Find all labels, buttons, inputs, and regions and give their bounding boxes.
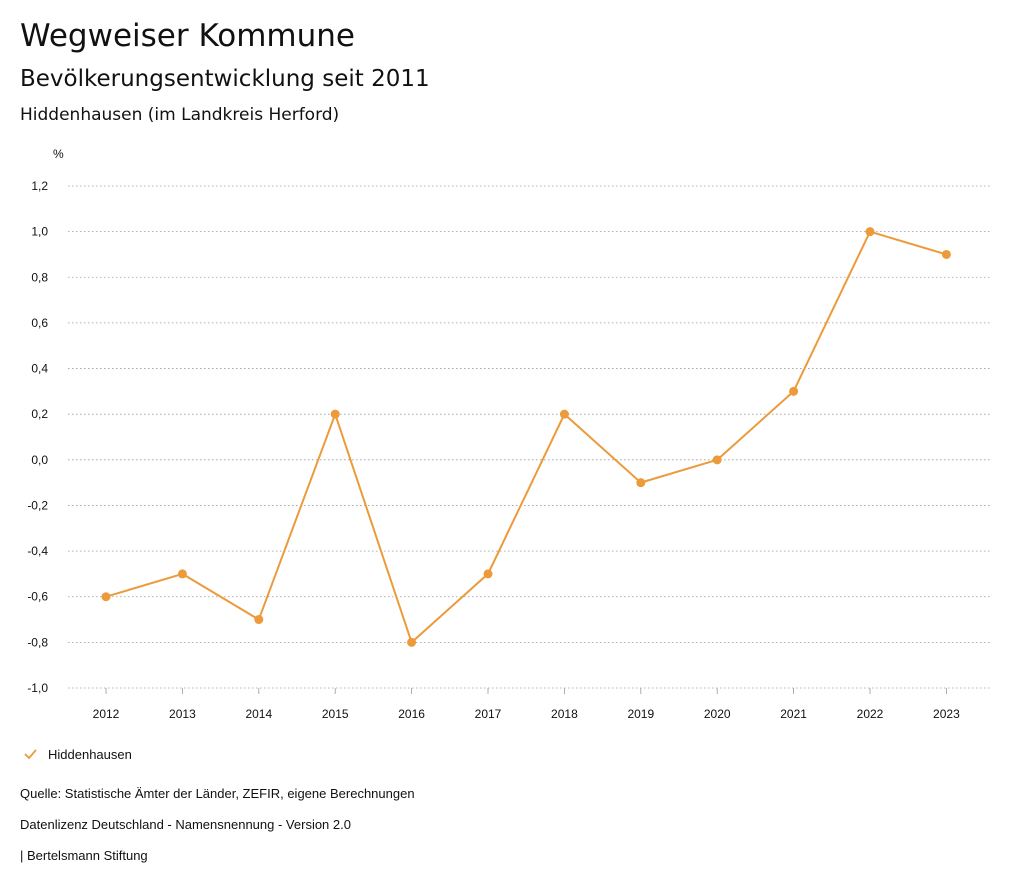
y-axis-unit: % — [53, 147, 64, 161]
x-axis-ticks: 2012 2013 2014 2015 2016 2017 2018 2019 2020 2021… — [93, 688, 960, 721]
y-tick-label: -0,4 — [27, 544, 48, 558]
y-axis-ticks: -1,0 -0,8 -0,6 -0,4 -0,2 0,0 0,2 0,4 0,6 0,8 1,0 1,… — [27, 179, 48, 695]
publisher-note: | Bertelsmann Stiftung — [20, 848, 148, 863]
x-tick-label: 2023 — [933, 707, 960, 721]
x-tick-label: 2012 — [93, 707, 120, 721]
source-note: Quelle: Statistische Ämter der Länder, Z… — [20, 786, 415, 801]
data-point[interactable] — [254, 615, 264, 625]
x-tick-label: 2021 — [780, 707, 807, 721]
x-tick-label: 2013 — [169, 707, 196, 721]
y-tick-label: 0,8 — [31, 270, 48, 284]
license-note: Datenlizenz Deutschland - Namensnennung … — [20, 817, 351, 832]
y-tick-label: 1,0 — [31, 225, 48, 239]
y-tick-label: -0,6 — [27, 590, 48, 604]
data-point[interactable] — [559, 409, 569, 419]
y-tick-label: -0,2 — [27, 498, 48, 512]
legend[interactable]: Hiddenhausen — [22, 744, 132, 764]
x-tick-label: 2019 — [627, 707, 654, 721]
data-point[interactable] — [483, 569, 493, 579]
y-tick-label: 0,6 — [31, 316, 48, 330]
region-label: Hiddenhausen (im Landkreis Herford) — [20, 105, 340, 125]
x-tick-label: 2016 — [398, 707, 425, 721]
data-point[interactable] — [330, 409, 340, 419]
x-tick-label: 2014 — [245, 707, 272, 721]
x-tick-label: 2015 — [322, 707, 349, 721]
data-point[interactable] — [407, 637, 417, 647]
x-tick-label: 2020 — [704, 707, 731, 721]
page-title: Wegweiser Kommune — [20, 18, 355, 54]
x-tick-label: 2022 — [857, 707, 884, 721]
line-chart: -1,0 -0,8 -0,6 -0,4 -0,2 0,0 0,2 0,4 0,6 0,8 1,0 1,… — [27, 147, 990, 721]
data-point[interactable] — [177, 569, 187, 579]
x-tick-label: 2017 — [475, 707, 502, 721]
y-tick-label: 0,4 — [31, 362, 48, 376]
y-tick-label: 1,2 — [31, 179, 48, 193]
data-point[interactable] — [865, 227, 875, 237]
x-tick-label: 2018 — [551, 707, 578, 721]
data-point[interactable] — [789, 386, 799, 396]
check-icon — [24, 749, 37, 760]
y-tick-label: -0,8 — [27, 635, 48, 649]
y-tick-label: -1,0 — [27, 681, 48, 695]
data-point[interactable] — [101, 592, 111, 602]
series-line — [105, 230, 947, 644]
chart-subtitle: Bevölkerungsentwicklung seit 2011 — [20, 66, 430, 92]
data-point[interactable] — [941, 249, 951, 259]
gridlines — [68, 185, 990, 689]
y-tick-label: 0,2 — [31, 407, 48, 421]
data-point[interactable] — [712, 455, 722, 465]
data-point[interactable] — [636, 478, 646, 488]
y-tick-label: 0,0 — [31, 453, 48, 467]
series-layer — [101, 227, 951, 647]
legend-label: Hiddenhausen — [48, 746, 132, 762]
